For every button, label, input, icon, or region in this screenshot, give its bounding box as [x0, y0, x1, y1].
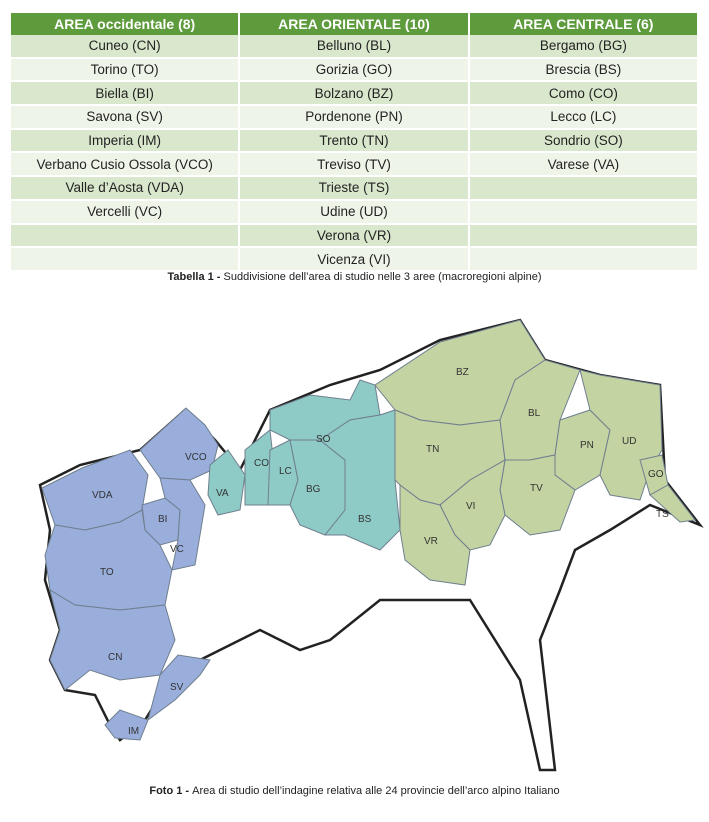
table-caption: Tabella 1 - Suddivisione dell’area di st… — [0, 271, 709, 283]
table-cell: Bolzano (BZ) — [238, 81, 470, 107]
label-tn: TN — [426, 444, 439, 455]
label-tv: TV — [530, 483, 543, 494]
label-bz: BZ — [456, 367, 469, 378]
label-pn: PN — [580, 440, 594, 451]
areas-table: AREA occidentale (8) AREA ORIENTALE (10)… — [8, 13, 700, 272]
province-va — [207, 449, 246, 516]
table-header-row: AREA occidentale (8) AREA ORIENTALE (10)… — [8, 13, 700, 35]
table-caption-text: Suddivisione dell’area di studio nelle 3… — [223, 271, 542, 283]
table-cell: Cuneo (CN) — [8, 35, 241, 59]
table-cell — [467, 223, 700, 249]
table-row: Imperia (IM) Trento (TN) Sondrio (SO) — [8, 128, 700, 154]
table-cell: Lecco (LC) — [467, 105, 700, 130]
table-cell: Bergamo (BG) — [467, 35, 700, 59]
map-labels: VCO VDA BI VC TO CN SV IM VA CO LC SO BG… — [92, 367, 669, 737]
label-vi: VI — [466, 501, 475, 512]
table-cell — [8, 247, 241, 272]
table-cell: Brescia (BS) — [467, 57, 700, 83]
label-bs: BS — [358, 514, 372, 525]
label-go: GO — [648, 469, 664, 480]
table-cell: Savona (SV) — [8, 105, 241, 130]
table-cell: Valle d’Aosta (VDA) — [8, 176, 241, 201]
table-cell: Gorizia (GO) — [238, 57, 470, 83]
label-vda: VDA — [92, 490, 113, 501]
label-vr: VR — [424, 536, 438, 547]
province-vr — [399, 484, 471, 586]
label-ts: TS — [656, 509, 669, 520]
header-area-centrale: AREA CENTRALE (6) — [467, 13, 700, 35]
label-vco: VCO — [185, 452, 207, 463]
map-caption-label: Foto 1 - — [149, 785, 193, 797]
map-caption-text: Area di studio dell’indagine relativa al… — [192, 785, 560, 797]
table-cell: Verbano Cusio Ossola (VCO) — [8, 152, 241, 178]
alpine-provinces-map: VCO VDA BI VC TO CN SV IM VA CO LC SO BG… — [38, 318, 704, 772]
map-caption: Foto 1 - Area di studio dell’indagine re… — [0, 785, 709, 797]
label-im: IM — [128, 726, 139, 737]
table-cell — [467, 199, 700, 225]
label-bg: BG — [306, 484, 321, 495]
table-cell: Trento (TN) — [238, 128, 470, 154]
table-row: Vercelli (VC) Udine (UD) — [8, 199, 700, 225]
table-cell — [467, 247, 700, 272]
table-row: Verona (VR) — [8, 223, 700, 249]
label-sv: SV — [170, 682, 184, 693]
table-cell: Imperia (IM) — [8, 128, 241, 154]
table-cell: Como (CO) — [467, 81, 700, 107]
table-row: Verbano Cusio Ossola (VCO) Treviso (TV) … — [8, 152, 700, 178]
table-row: Torino (TO) Gorizia (GO) Brescia (BS) — [8, 57, 700, 83]
table-cell: Verona (VR) — [238, 223, 470, 249]
label-vc: VC — [170, 544, 184, 555]
label-va: VA — [216, 488, 229, 499]
table-cell: Sondrio (SO) — [467, 128, 700, 154]
table-cell: Belluno (BL) — [238, 35, 470, 59]
header-area-occidentale: AREA occidentale (8) — [8, 13, 241, 35]
table-row: Savona (SV) Pordenone (PN) Lecco (LC) — [8, 105, 700, 130]
label-cn: CN — [108, 652, 122, 663]
table-cell: Varese (VA) — [467, 152, 700, 178]
province-ts — [649, 484, 696, 523]
table-cell: Vercelli (VC) — [8, 199, 241, 225]
table-row: Valle d’Aosta (VDA) Trieste (TS) — [8, 176, 700, 201]
label-co: CO — [254, 458, 269, 469]
label-bl: BL — [528, 408, 541, 419]
province-im — [104, 709, 149, 741]
label-to: TO — [100, 567, 114, 578]
label-so: SO — [316, 434, 331, 445]
label-lc: LC — [279, 466, 292, 477]
header-area-orientale: AREA ORIENTALE (10) — [238, 13, 470, 35]
table-cell: Torino (TO) — [8, 57, 241, 83]
table-cell — [8, 223, 241, 249]
province-cn — [49, 588, 176, 691]
province-bs — [319, 409, 401, 551]
table-cell: Vicenza (VI) — [238, 247, 470, 272]
table-caption-label: Tabella 1 - — [167, 271, 224, 283]
table-cell: Treviso (TV) — [238, 152, 470, 178]
province-ud — [579, 369, 663, 501]
table-cell: Pordenone (PN) — [238, 105, 470, 130]
table-row: Cuneo (CN) Belluno (BL) Bergamo (BG) — [8, 35, 700, 59]
label-bi: BI — [158, 514, 167, 525]
table-cell: Udine (UD) — [238, 199, 470, 225]
label-ud: UD — [622, 436, 636, 447]
table-cell: Biella (BI) — [8, 81, 241, 107]
table-row: Vicenza (VI) — [8, 247, 700, 272]
table-row: Biella (BI) Bolzano (BZ) Como (CO) — [8, 81, 700, 107]
table-cell — [467, 176, 700, 201]
table-cell: Trieste (TS) — [238, 176, 470, 201]
